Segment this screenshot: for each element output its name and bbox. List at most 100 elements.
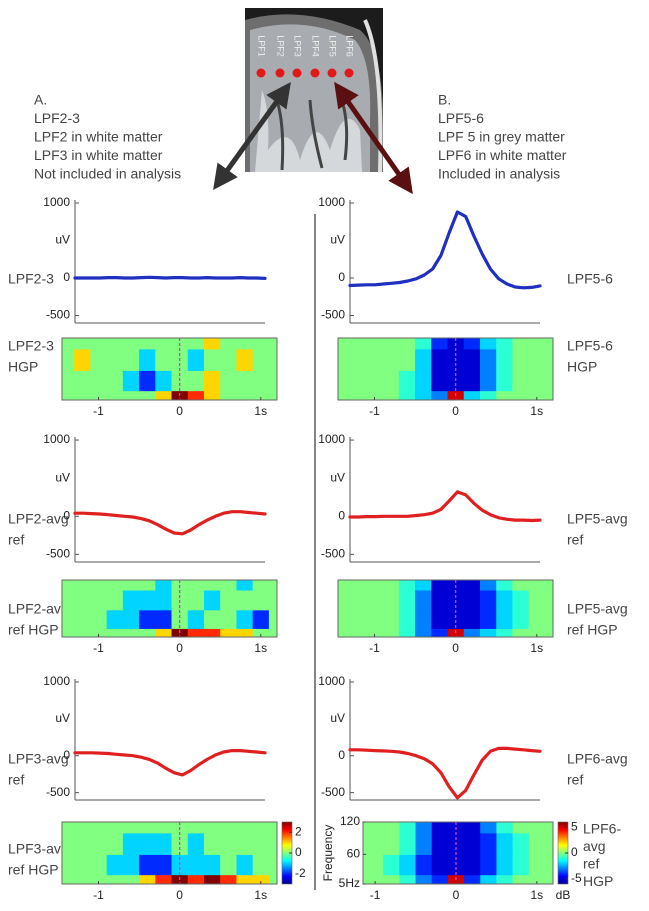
heatmap-cell [155, 628, 173, 637]
y-tick-label: 1000 [318, 195, 345, 209]
heatmap-cell [463, 348, 481, 371]
panel-label: avg [583, 838, 606, 854]
heatmap-cell [366, 370, 384, 392]
heatmap-cell [383, 874, 400, 884]
electrode-label: LPF2 [276, 35, 286, 57]
heatmap-cell [106, 854, 124, 876]
heatmap-cell [252, 854, 270, 876]
heatmap-cell [268, 370, 277, 392]
heatmap-cell [236, 832, 254, 855]
heatmap-cell [74, 338, 91, 350]
heatmap-cell [122, 580, 140, 591]
heatmap-cell [338, 348, 351, 371]
heatmap-cell [363, 822, 368, 834]
heatmap-cell [122, 832, 140, 855]
heatmap-cells [62, 822, 277, 884]
heatmap-cell [106, 348, 124, 371]
trace [73, 510, 267, 536]
heatmap-cell [268, 348, 277, 371]
panel: LPF2-3 HGP -1 0 1s [8, 337, 278, 418]
heatmap-cell [122, 589, 140, 611]
heatmap-cell [512, 390, 530, 400]
heatmap-cell [90, 348, 108, 371]
heatmap-cell [139, 348, 156, 371]
heatmap-cell [236, 854, 254, 876]
trace [348, 490, 542, 523]
panel-label: ref [567, 772, 583, 788]
heatmap-cell [155, 370, 173, 392]
heatmap-cell [62, 822, 75, 834]
heatmap-cell [496, 609, 514, 629]
arrow [334, 81, 413, 195]
heatmap-cells [62, 338, 277, 400]
heatmap-cell [544, 822, 553, 834]
heatmap-cell [203, 390, 221, 400]
x-tick-label: 0 [453, 888, 460, 902]
heatmap-cell [268, 390, 277, 400]
heatmap-cells [363, 822, 553, 884]
heatmap-cell [366, 338, 384, 350]
plot-frame [362, 821, 554, 885]
panel-label: LPF6- [583, 821, 621, 837]
panel-label: ref [8, 772, 24, 788]
heatmap-cell [62, 589, 75, 611]
colorbar-tick-label: 2 [295, 825, 302, 839]
heatmap-cell [236, 874, 254, 884]
x-tick-label: -1 [93, 888, 104, 902]
heatmap-cell [122, 874, 140, 884]
panel-label: HGP [567, 359, 597, 375]
heatmap-cell [74, 874, 91, 884]
heatmap-cell [62, 874, 75, 884]
heatmap-cell [367, 854, 384, 876]
heatmap-cell [236, 370, 254, 392]
panel: LPF2-avg ref HGP -1 0 1s [8, 579, 278, 655]
heatmap-cell [544, 628, 553, 637]
heatmap-cell [155, 390, 173, 400]
heatmap-cell [187, 348, 205, 371]
trace [73, 275, 267, 280]
y-tick-label: 0 [63, 270, 70, 284]
heatmap-cell [382, 370, 400, 392]
x-tick-label: 1s [530, 404, 543, 418]
heatmap-cell [431, 628, 449, 637]
heatmap-cell [496, 822, 514, 834]
heatmap-cell [431, 822, 449, 834]
heatmap-cell [90, 580, 108, 591]
heatmap-cell [155, 832, 173, 855]
electrode-label: LPF6 [345, 35, 355, 57]
colorbar-tick-label: 0 [295, 845, 302, 859]
panel-label: ref HGP [8, 862, 59, 878]
y-tick-label: 0 [338, 508, 345, 522]
x-tick-label: 0 [176, 888, 183, 902]
heatmap-cell [383, 854, 400, 876]
heatmap-cell [268, 338, 277, 350]
heatmap-cell [252, 370, 270, 392]
plot-frame [61, 337, 278, 401]
heatmap-cell [366, 580, 384, 591]
heatmap-cell [366, 390, 384, 400]
y-tick-label: -500 [321, 547, 345, 561]
panel-label: LPF6-avg [567, 751, 628, 767]
heatmap-cell [220, 832, 238, 855]
heatmap-cell [398, 609, 416, 629]
heatmap-cell [106, 822, 124, 834]
annotation-line: B. [438, 92, 451, 108]
heatmap-cell [187, 580, 205, 591]
heatmap-cell [62, 628, 75, 637]
x-tick-label: -1 [369, 641, 380, 655]
heatmap-cell [155, 589, 173, 611]
heatmap-cell [496, 348, 514, 371]
panel-label: HGP [8, 359, 38, 375]
heatmap-cell [268, 628, 277, 637]
heatmap-cell [187, 832, 205, 855]
annotation-line: LPF2 in white matter [34, 129, 163, 145]
mri-image [245, 8, 383, 173]
heatmap-cell [187, 589, 205, 611]
heatmap-cell [544, 390, 553, 400]
heatmap-cell [382, 580, 400, 591]
heatmap-cell [431, 370, 449, 392]
colorbar-tick-label: 0 [571, 845, 578, 859]
heatmap-cell [236, 589, 254, 611]
heatmap-cell [338, 338, 351, 350]
heatmap-cell [252, 580, 270, 591]
